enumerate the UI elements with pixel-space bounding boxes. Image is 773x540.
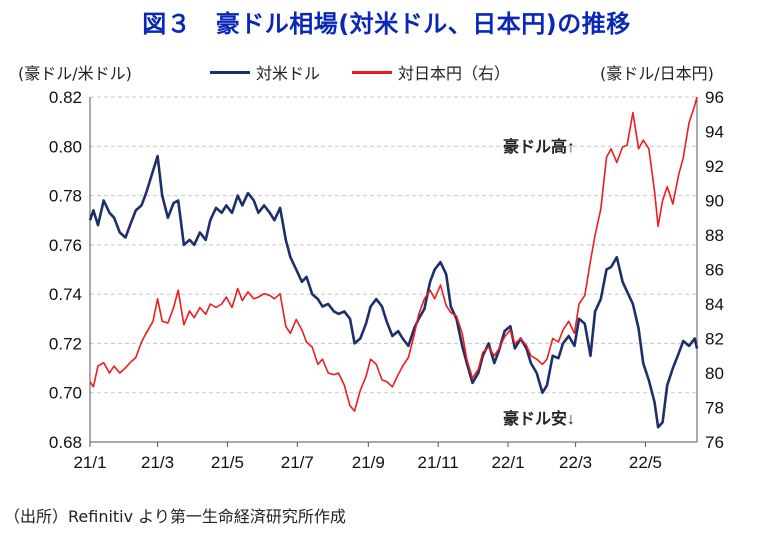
x-tick-label: 21/1 <box>73 453 106 472</box>
left-axis-unit: (豪ドル/米ドル) <box>18 64 132 83</box>
y-left-tick-label: 0.70 <box>49 384 82 403</box>
right-axis-unit: (豪ドル/日本円) <box>600 64 714 83</box>
y-right-tick-label: 82 <box>705 330 724 349</box>
y-right-tick-label: 78 <box>705 399 724 418</box>
legend-swatch-jpy <box>352 70 393 74</box>
y-left-tick-label: 0.72 <box>49 334 82 353</box>
x-tick-label: 21/9 <box>352 453 385 472</box>
x-tick-label: 22/1 <box>491 453 524 472</box>
series-lines <box>88 96 699 429</box>
y-left-tick-label: 0.78 <box>49 187 82 206</box>
annotation-high: 豪ドル高↑ <box>503 137 575 156</box>
legend: 対米ドル 対日本円（右） <box>210 60 510 84</box>
legend-label-usd: 対米ドル <box>256 64 321 83</box>
y-left-tick-label: 0.82 <box>49 88 82 107</box>
y-left-tick-label: 0.76 <box>49 236 82 255</box>
y-right-tick-label: 96 <box>705 88 724 107</box>
series-line-usd <box>88 154 699 429</box>
y-left-tick-label: 0.80 <box>49 137 82 156</box>
y-right-tick-label: 86 <box>705 261 724 280</box>
x-tick-label: 22/5 <box>629 453 662 472</box>
annotation-low: 豪ドル安↓ <box>503 409 575 428</box>
x-tick-label: 21/3 <box>141 453 174 472</box>
y-left-tick-label: 0.68 <box>49 433 82 452</box>
x-tick-label: 21/7 <box>281 453 314 472</box>
axis-ticks: 0.68 0.70 0.72 0.74 0.76 0.78 0.80 0.82 76 78 80 82… <box>49 88 724 472</box>
y-right-tick-label: 88 <box>705 226 724 245</box>
y-right-tick-label: 92 <box>705 157 724 176</box>
y-right-tick-label: 76 <box>705 433 724 452</box>
y-right-tick-label: 90 <box>705 192 724 211</box>
x-tick-label: 22/3 <box>559 453 592 472</box>
chart-title: 図３ 豪ドル相場(対米ドル、日本円)の推移 <box>142 10 631 38</box>
legend-label-jpy: 対日本円（右） <box>398 64 511 83</box>
y-right-tick-label: 80 <box>705 364 724 383</box>
legend-swatch-usd <box>210 70 250 74</box>
source-note: （出所）Refinitiv より第一生命経済研究所作成 <box>4 507 346 526</box>
y-left-tick-label: 0.74 <box>49 285 82 304</box>
y-right-tick-label: 94 <box>705 123 724 142</box>
x-tick-label: 21/11 <box>418 453 459 472</box>
x-tick-label: 21/5 <box>211 453 244 472</box>
y-right-tick-label: 84 <box>705 295 724 314</box>
gridlines <box>89 96 698 443</box>
series-line-jpy <box>89 96 698 412</box>
